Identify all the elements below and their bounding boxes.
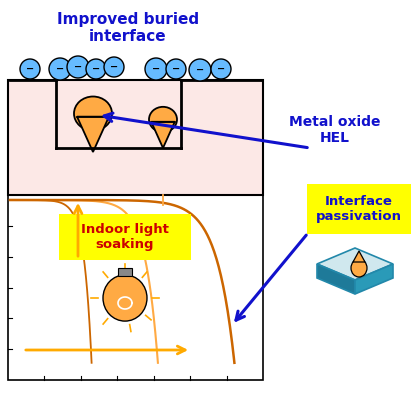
Bar [8, 80, 263, 195]
Circle shape [104, 57, 124, 77]
Text: Indoor light
soaking: Indoor light soaking [81, 223, 169, 251]
Text: −: − [74, 62, 82, 72]
Polygon shape [77, 117, 109, 152]
Polygon shape [317, 248, 393, 280]
Circle shape [49, 58, 71, 80]
Text: Improved buried
interface: Improved buried interface [57, 12, 199, 45]
Text: −: − [92, 64, 100, 74]
Text: −: − [56, 64, 64, 74]
Circle shape [67, 56, 89, 78]
Polygon shape [353, 251, 365, 262]
Text: −: − [152, 64, 160, 74]
Ellipse shape [149, 107, 177, 132]
Text: −: − [26, 64, 34, 74]
Circle shape [189, 59, 211, 81]
Text: Interface
passivation: Interface passivation [316, 195, 402, 223]
Text: −: − [110, 62, 118, 72]
Polygon shape [317, 264, 355, 294]
Polygon shape [151, 122, 175, 148]
Ellipse shape [351, 259, 367, 277]
Circle shape [86, 59, 106, 79]
Circle shape [166, 59, 186, 79]
Text: −: − [172, 64, 180, 74]
Polygon shape [355, 264, 393, 294]
Bar [118, 268, 132, 276]
Ellipse shape [74, 97, 112, 130]
Circle shape [145, 58, 167, 80]
Ellipse shape [103, 275, 147, 321]
Text: −: − [217, 64, 225, 74]
FancyBboxPatch shape [59, 214, 191, 260]
Bar [8, 195, 263, 380]
Circle shape [211, 59, 231, 79]
Text: Metal oxide
HEL: Metal oxide HEL [289, 115, 381, 145]
Text: −: − [196, 65, 204, 75]
FancyBboxPatch shape [307, 184, 411, 234]
Circle shape [20, 59, 40, 79]
